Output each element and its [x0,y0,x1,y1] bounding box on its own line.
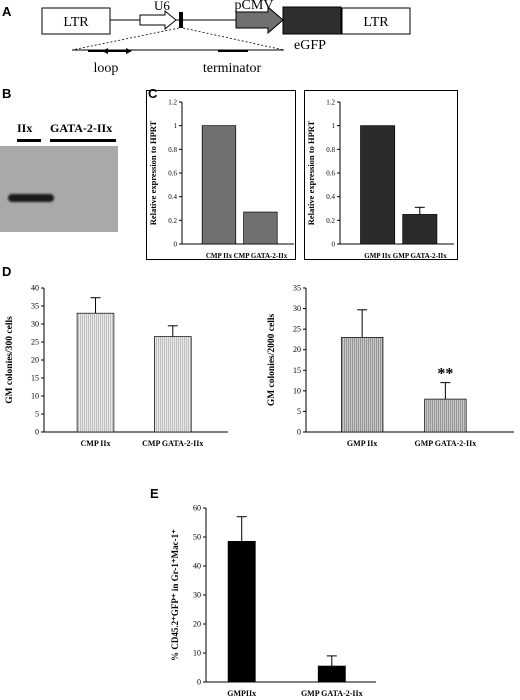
y-tick-label: 1 [332,122,336,130]
y-tick-label: 0.2 [326,217,335,225]
bar-1 [360,125,396,245]
y-tick-label: 0.8 [326,146,335,154]
y-tick-label: 1.2 [168,99,177,107]
y-tick-label: 0 [35,428,39,437]
ltr-left-box [41,7,111,35]
blot-lane-label-2: GATA-2-IIx [50,121,113,135]
bar-1 [76,312,115,433]
bar-2 [154,336,192,433]
y-axis-title: GM colonies/300 cells [5,316,15,404]
blot-band-gata2 [8,194,54,202]
category-label: CMP GATA-2-IIx [142,439,203,448]
bar-1 [227,540,256,683]
y-axis-title: % CD45.2⁺GFP⁺ in Gr-1⁺Mac-1⁺ [170,529,180,661]
panel-label-c: C [148,86,158,101]
y-tick-label: 0 [297,428,301,437]
y-tick-label: 0.2 [168,217,177,225]
blot-lane-line-1 [17,139,41,142]
y-tick-label: 10 [193,649,201,658]
u6-promoter-arrow [139,9,177,31]
zoom-line-right [182,27,285,51]
terminator-label: terminator [203,61,262,76]
construct-diagram: LTR U6 pCMV eGFP LTR loop terminator [41,0,411,76]
bar-2 [424,398,467,433]
pcmv-promoter-arrow [235,5,284,35]
chart-frame [304,90,458,260]
chart-d-gmp-colonies: 0 5 10 15 20 25 30 35 GM colonies/2000 cells GMP … [267,284,514,448]
y-tick-label: 30 [193,591,201,600]
egfp-box [282,6,342,35]
bar-1 [201,125,237,245]
western-blot-image [0,146,118,232]
y-tick-label: 15 [31,374,39,383]
y-tick-label: 60 [193,504,201,513]
pcmv-label: pCMV [235,0,274,13]
significance-annotation: ** [437,366,453,383]
y-tick-label: 0 [332,241,336,249]
panel-label-e: E [150,486,159,501]
chart-d-cmp-colonies: 0 5 10 15 20 25 30 35 40 GM colonies/300 cells CMP… [5,284,228,448]
y-tick-label: 20 [193,620,201,629]
chart-e-cd45-gfp: 0 10 20 30 40 50 60 % CD45.2⁺GFP⁺ in Gr-1⁺Mac-1… [170,504,376,698]
y-tick-label: 30 [31,320,39,329]
y-axis-title: Relative expression to HPRT [148,120,158,225]
y-tick-label: 25 [31,338,39,347]
egfp-label: eGFP [294,38,326,53]
panel-label-d: D [2,264,12,279]
y-tick-label: 0 [174,241,178,249]
y-tick-label: 50 [193,533,201,542]
blot-lane-line-2 [50,139,116,142]
y-tick-label: 10 [31,392,39,401]
y-tick-label: 5 [35,410,39,419]
y-tick-label: 0.8 [168,146,177,154]
category-label: GMP IIx [364,252,391,260]
y-tick-label: 15 [293,366,301,375]
y-tick-label: 0.6 [326,170,335,178]
y-tick-label: 35 [31,302,39,311]
category-label: GMP GATA-2-IIx [415,439,477,448]
y-axis-title: GM colonies/2000 cells [267,314,277,407]
y-tick-label: 20 [31,356,39,365]
category-label: CMP IIx [206,252,233,260]
bar-2 [402,214,438,245]
category-label: GMP IIx [347,439,377,448]
ltr-right-label: LTR [363,15,389,30]
ltr-left-label: LTR [63,15,89,30]
category-label: CMP IIx [81,439,111,448]
y-tick-label: 40 [31,284,39,293]
chart-c-gmp-expression: 0 0.2 0.4 0.6 0.8 1 1.2 Relative expression to … [304,90,458,260]
y-tick-label: 1 [174,122,178,130]
y-tick-label: 5 [297,407,301,416]
category-label: GMPIIx [227,689,256,698]
bar-2 [317,665,346,683]
bar-1 [341,337,384,433]
y-tick-label: 20 [293,345,301,354]
y-tick-label: 40 [193,562,201,571]
shrna-insert [179,12,183,28]
u6-label: U6 [154,0,170,13]
y-tick-label: 0 [197,678,201,687]
category-label: GMP GATA-2-IIx [301,689,363,698]
y-tick-label: 0.6 [168,170,177,178]
y-tick-label: 0.4 [326,193,335,201]
blot-lane-label-1: IIx [17,121,33,135]
chart-c-cmp-expression: 0 0.2 0.4 0.6 0.8 1 1.2 Relative expression to … [146,90,296,260]
chart-frame [146,90,296,260]
panel-label-a: A [2,4,12,19]
panel-label-b: B [2,86,12,101]
category-label: CMP GATA-2-IIx [234,252,288,260]
ltr-right-box [341,7,411,35]
y-tick-label: 1.2 [326,99,335,107]
loop-arrow-left [102,48,108,54]
y-tick-label: 35 [293,284,301,293]
y-tick-label: 10 [293,386,301,395]
category-label: GMP GATA-2-IIx [393,252,447,260]
loop-label: loop [94,61,119,76]
y-axis-title: Relative expression to HPRT [306,120,316,225]
y-tick-label: 30 [293,304,301,313]
y-tick-label: 0.4 [168,193,177,201]
y-tick-label: 25 [293,325,301,334]
bar-2 [243,211,278,245]
loop-arrow-right [126,48,132,54]
